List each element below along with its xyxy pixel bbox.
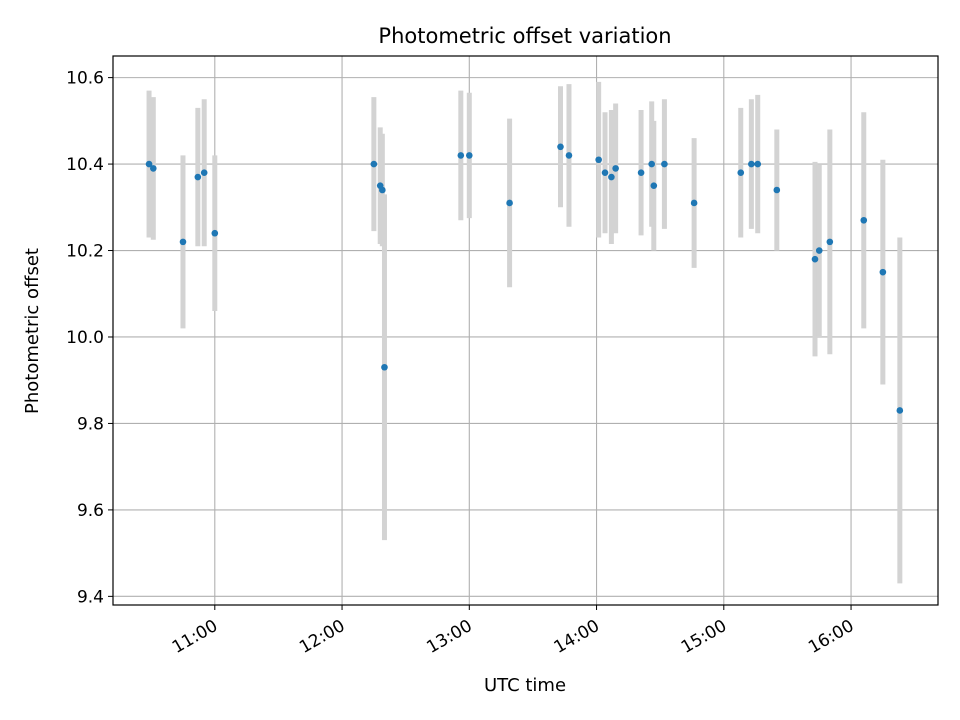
data-point [826,238,834,246]
y-tick-label: 10.4 [66,155,104,175]
data-point [595,156,602,164]
data-point [608,173,615,181]
x-tick-label: 14:00 [551,616,603,658]
data-point [773,186,781,194]
data-point [637,169,645,177]
y-axis-label: Photometric offset [22,248,43,414]
chart-title: Photometric offset variation [378,24,671,48]
data-point [211,229,219,237]
y-tick-label: 9.4 [77,587,104,607]
y-tick-label: 9.8 [77,414,104,434]
x-axis-label: UTC time [484,675,566,696]
data-point [650,182,658,189]
y-tick-label: 10.6 [66,69,104,89]
data-point [748,160,755,168]
data-point [379,186,386,194]
data-point [565,152,573,159]
y-tick-label: 10.0 [66,328,104,348]
x-tick-label: 13:00 [423,616,475,658]
data-point [179,238,187,246]
data-point [754,160,762,168]
data-point [457,152,465,159]
data-point [879,268,887,276]
data-point [465,152,473,159]
data-point [557,143,564,151]
plot-frame [112,55,939,606]
data-point [149,165,157,172]
x-tick-label: 11:00 [169,616,221,658]
x-tick-label: 16:00 [805,616,857,658]
data-point [737,169,745,177]
data-point [601,169,609,177]
data-point [896,407,904,414]
y-tick-label: 10.2 [66,242,104,262]
point-layer [145,143,904,414]
y-tick-label: 9.6 [77,501,104,521]
data-point [648,160,655,168]
x-tick-label: 12:00 [296,616,348,658]
data-point [506,199,513,207]
data-point [860,216,868,224]
data-point [612,165,619,172]
errorbar-layer [146,81,903,584]
data-point [194,173,202,181]
data-point [370,160,378,168]
x-tick-label: 15:00 [678,616,730,658]
data-point [811,255,819,263]
data-point [145,160,153,168]
data-point [815,247,823,254]
data-point [381,363,388,371]
data-point [690,199,698,207]
data-point [661,160,668,168]
data-point [200,169,208,177]
